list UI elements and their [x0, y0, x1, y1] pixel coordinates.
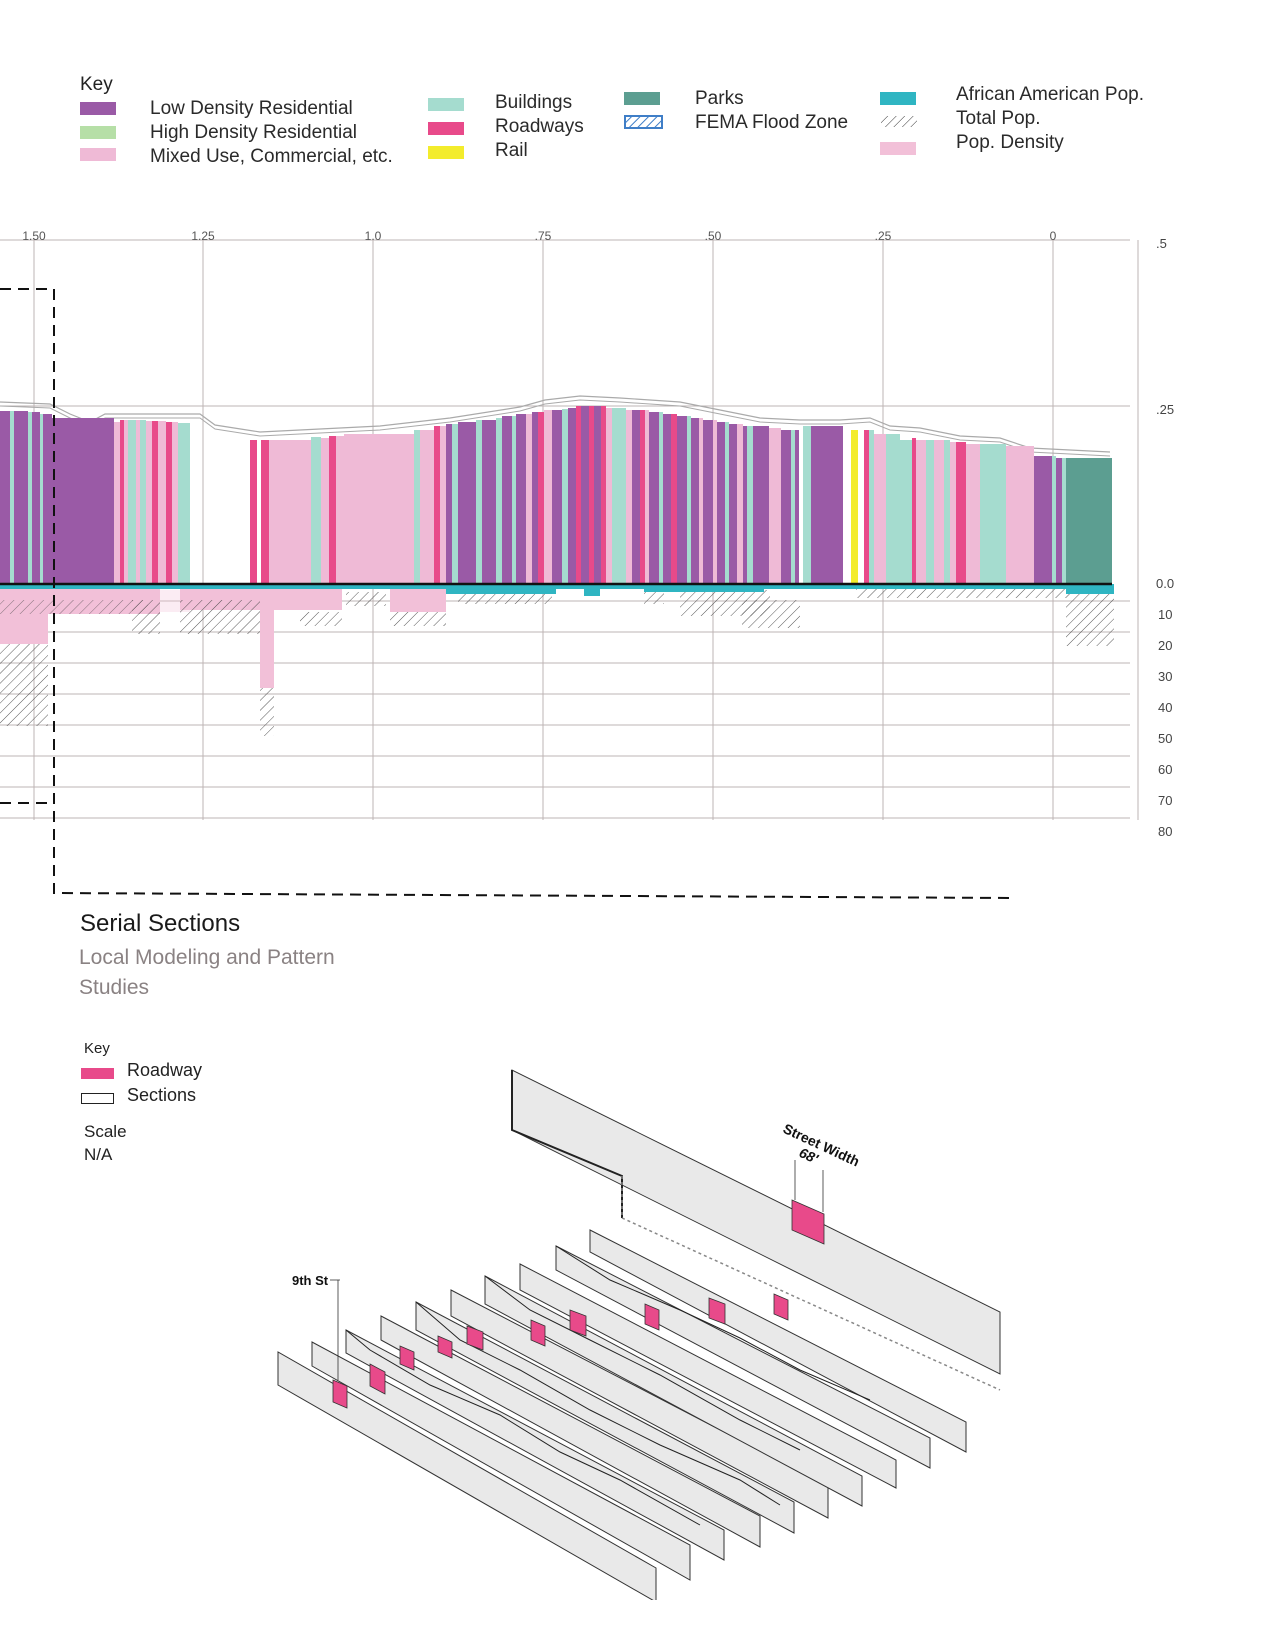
y-label: 70	[1158, 793, 1172, 808]
swatch-parks	[624, 92, 660, 105]
legend-label-african-american: African American Pop.	[956, 84, 1144, 105]
scale-value: N/A	[84, 1145, 113, 1164]
x-axis-ticks: 1.50 1.25 1.0 .75 .50 .25 0	[22, 229, 1056, 243]
legend-label-fema: FEMA Flood Zone	[695, 112, 849, 133]
swatch-high-density	[80, 126, 116, 139]
surface-profile-line	[0, 395, 1111, 453]
population-bars	[0, 584, 1114, 736]
swatch-total-hatch	[881, 116, 917, 127]
x-tick: .25	[875, 229, 892, 243]
sections-key-title: Key	[84, 1040, 110, 1057]
roadway-highlights	[332, 1199, 825, 1409]
ninth-st-label: 9th St	[292, 1273, 329, 1288]
roadway-segment	[369, 1363, 386, 1395]
swatch-sections	[81, 1093, 114, 1104]
section-slab	[589, 1229, 967, 1453]
legend-label-total-pop: Total Pop.	[956, 108, 1041, 129]
legend-label-pop-density: Pop. Density	[956, 132, 1064, 153]
x-tick: .50	[705, 229, 722, 243]
legend-label-mixed-use: Mixed Use, Commercial, etc.	[150, 146, 393, 167]
legend-label-roadways: Roadways	[495, 116, 584, 137]
y-label: 30	[1158, 669, 1172, 684]
swatch-african-american	[880, 92, 916, 105]
section-slab	[555, 1245, 931, 1469]
section-slab	[345, 1329, 725, 1561]
section-slab	[277, 1351, 657, 1600]
roadway-segment	[466, 1325, 484, 1351]
chart-grid	[0, 239, 1139, 820]
section-slab	[519, 1263, 897, 1489]
roadway-segment	[399, 1345, 415, 1371]
land-use-bars	[0, 406, 1112, 584]
y-label: 60	[1158, 762, 1172, 777]
sections-key-roadway: Roadway	[127, 1060, 203, 1080]
x-tick: 1.50	[22, 229, 46, 243]
swatch-buildings	[428, 98, 464, 111]
y-label: 50	[1158, 731, 1172, 746]
terrain-profiles	[345, 1245, 871, 1526]
x-tick: 1.0	[365, 229, 382, 243]
y-label: 10	[1158, 607, 1172, 622]
roadway-segment	[569, 1309, 587, 1337]
legend-label-buildings: Buildings	[495, 92, 573, 113]
y-label: 20	[1158, 638, 1172, 653]
legend-label-parks: Parks	[695, 88, 744, 109]
section-slab	[380, 1315, 761, 1548]
y-axis-labels: .5 .25 0.0 10 20 30 40 50 60 70 80	[1156, 236, 1174, 839]
swatch-roadways	[428, 122, 464, 135]
y-label: .25	[1156, 402, 1174, 417]
scale-label: Scale	[84, 1122, 127, 1141]
swatch-rail	[428, 146, 464, 159]
x-tick: .75	[535, 229, 552, 243]
roadway-segment	[437, 1335, 453, 1359]
x-tick: 1.25	[191, 229, 215, 243]
subtitle-line-2: Studies	[79, 976, 150, 999]
swatch-low-density	[80, 102, 116, 115]
roadway-segment	[773, 1293, 789, 1321]
elevation-section-chart: 1.50 1.25 1.0 .75 .50 .25 0 .5 .25 0.0 1…	[0, 229, 1174, 900]
x-tick: 0	[1050, 229, 1057, 243]
legend-label-high-density: High Density Residential	[150, 122, 357, 143]
serial-sections-drawing: Street Width 68' 9th St	[277, 1069, 1001, 1600]
legend-label-rail: Rail	[495, 140, 528, 161]
roadway-segment	[644, 1303, 660, 1331]
section-slab	[311, 1341, 691, 1581]
swatch-pop-density	[880, 142, 916, 155]
y-label: 40	[1158, 700, 1172, 715]
serial-sections-title: Serial Sections	[80, 910, 241, 937]
roadway-segment	[708, 1297, 726, 1325]
y-label: .5	[1156, 236, 1167, 251]
sections-key-sections: Sections	[127, 1085, 197, 1105]
y-label: 0.0	[1156, 576, 1174, 591]
roadway-segment	[530, 1319, 546, 1347]
legend-title: Key	[80, 74, 113, 95]
serial-sections-subtitle: Local Modeling and Pattern Studies	[79, 943, 335, 1003]
subtitle-line-1: Local Modeling and Pattern	[79, 946, 335, 969]
street-width-callout	[794, 1160, 824, 1212]
roadway-segment	[791, 1199, 825, 1245]
swatch-fema-hatch	[624, 115, 663, 129]
y-label: 80	[1158, 824, 1172, 839]
street-width-value: 68'	[797, 1144, 822, 1167]
callout-dashed-frame	[0, 288, 1015, 900]
street-width-label: Street Width	[781, 1120, 862, 1169]
legend-label-low-density: Low Density Residential	[150, 98, 353, 119]
hidden-edges	[621, 1176, 1001, 1391]
swatch-roadway	[81, 1068, 114, 1079]
roadway-segment	[332, 1379, 348, 1409]
surface-profile-line-inner	[0, 399, 1111, 457]
swatch-mixed-use	[80, 148, 116, 161]
